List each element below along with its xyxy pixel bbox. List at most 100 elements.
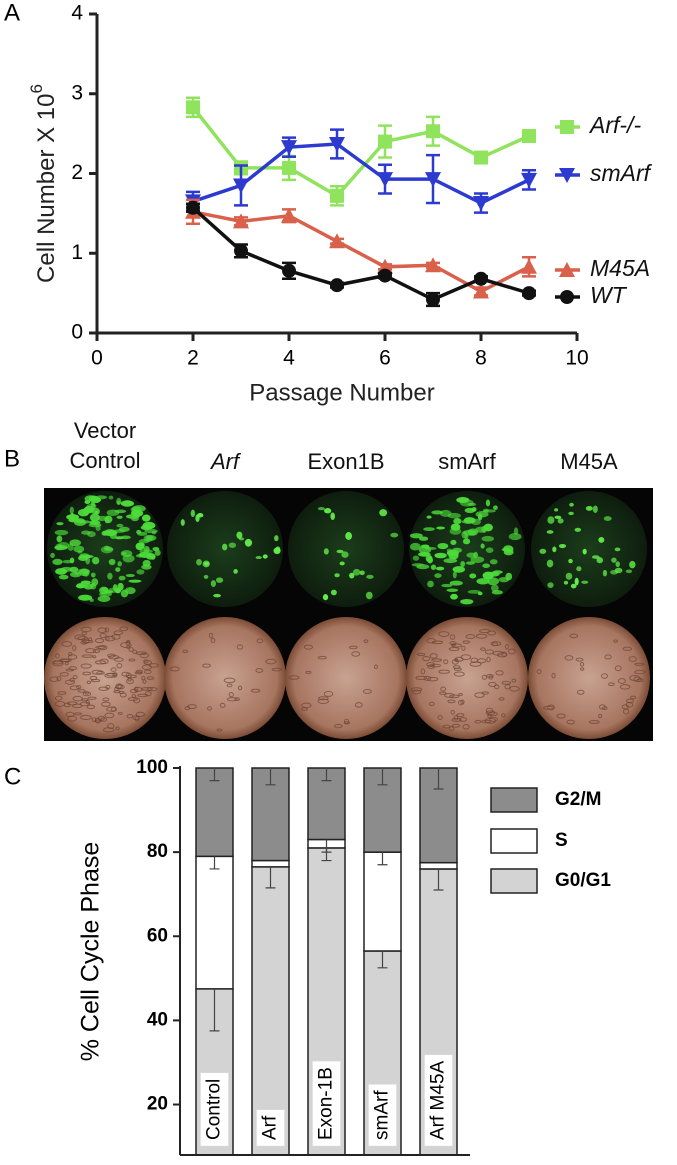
cell: [97, 627, 107, 633]
cell: [579, 661, 585, 667]
cell: [427, 664, 435, 669]
error-bar: [321, 839, 332, 853]
cell: [56, 522, 64, 526]
cell: [154, 549, 161, 556]
cell: [636, 678, 644, 682]
cell: [72, 695, 83, 702]
cell: [322, 594, 329, 601]
cell: [568, 511, 574, 516]
cell: [475, 633, 488, 639]
cell: [317, 655, 327, 660]
cell: [412, 555, 420, 561]
cell: [100, 546, 114, 554]
cell: [81, 530, 91, 535]
cell: [184, 706, 191, 711]
cell: [546, 530, 554, 534]
error-bar: [209, 856, 220, 870]
cell: [96, 670, 105, 675]
cell: [492, 505, 498, 511]
cell: [125, 514, 140, 519]
cell: [79, 520, 91, 524]
cell: [73, 545, 85, 553]
cell: [596, 557, 604, 564]
cell: [112, 672, 118, 678]
cell: [135, 651, 147, 656]
cell: [288, 675, 300, 680]
cell: [481, 674, 487, 680]
cell: [481, 535, 494, 542]
marker: [473, 283, 489, 299]
cell: [92, 649, 101, 654]
cell: [143, 659, 149, 664]
column-label: Vector Control: [69, 418, 141, 473]
y-tick-label: 60: [147, 925, 168, 946]
cell: [146, 686, 158, 692]
cell: [82, 691, 92, 697]
cell: [271, 667, 283, 672]
cell: [128, 658, 136, 662]
cell: [333, 723, 343, 729]
fluorescence-field: [288, 491, 404, 607]
cell: [610, 569, 619, 575]
category-label-background: [368, 1084, 397, 1147]
cell: [621, 704, 630, 710]
cell: [582, 548, 587, 555]
cell: [568, 558, 573, 564]
cell: [120, 550, 133, 557]
cell: [94, 660, 107, 665]
cell: [434, 552, 447, 559]
cell: [91, 717, 97, 723]
marker: [233, 213, 249, 229]
cell: [453, 671, 465, 677]
cell: [99, 632, 107, 639]
cell: [456, 713, 465, 717]
marker: [329, 233, 345, 249]
legend-marker: [559, 262, 575, 277]
marker: [474, 150, 488, 165]
y-tick-label: 3: [71, 81, 83, 104]
marker: [378, 134, 392, 149]
cell: [440, 686, 447, 692]
cell: [62, 559, 74, 564]
brightfield-field: [528, 617, 650, 739]
cell: [57, 691, 67, 695]
cell: [190, 509, 196, 518]
legend-marker: [559, 168, 575, 183]
cell: [462, 538, 471, 545]
cell: [113, 529, 126, 533]
cell: [441, 583, 453, 588]
cell: [136, 531, 148, 536]
x-tick-label: 6: [379, 347, 391, 370]
cell: [113, 630, 124, 636]
cell: [484, 717, 497, 724]
cell: [78, 594, 93, 601]
cell: [619, 684, 631, 690]
cell: [508, 648, 516, 655]
cell: [464, 534, 469, 540]
cell: [492, 650, 504, 656]
cell: [420, 544, 430, 549]
cell: [341, 551, 349, 558]
cell: [348, 645, 358, 650]
column-label: Exon1B: [307, 449, 385, 474]
error-bar: [265, 768, 276, 786]
cell: [228, 542, 237, 548]
marker: [186, 200, 200, 215]
cell: [452, 571, 457, 579]
cell: [490, 584, 499, 592]
cell: [67, 543, 74, 551]
cell: [213, 593, 221, 598]
cell: [501, 713, 506, 718]
cell: [354, 702, 363, 708]
cell: [95, 645, 106, 649]
cell: [480, 647, 486, 651]
cell: [318, 696, 329, 701]
cell: [479, 628, 491, 634]
cell: [226, 683, 233, 688]
cell: [256, 638, 264, 644]
legend-label: Arf-/-: [588, 112, 641, 138]
cell: [59, 658, 70, 662]
cell: [107, 723, 115, 730]
cell: [556, 713, 566, 719]
